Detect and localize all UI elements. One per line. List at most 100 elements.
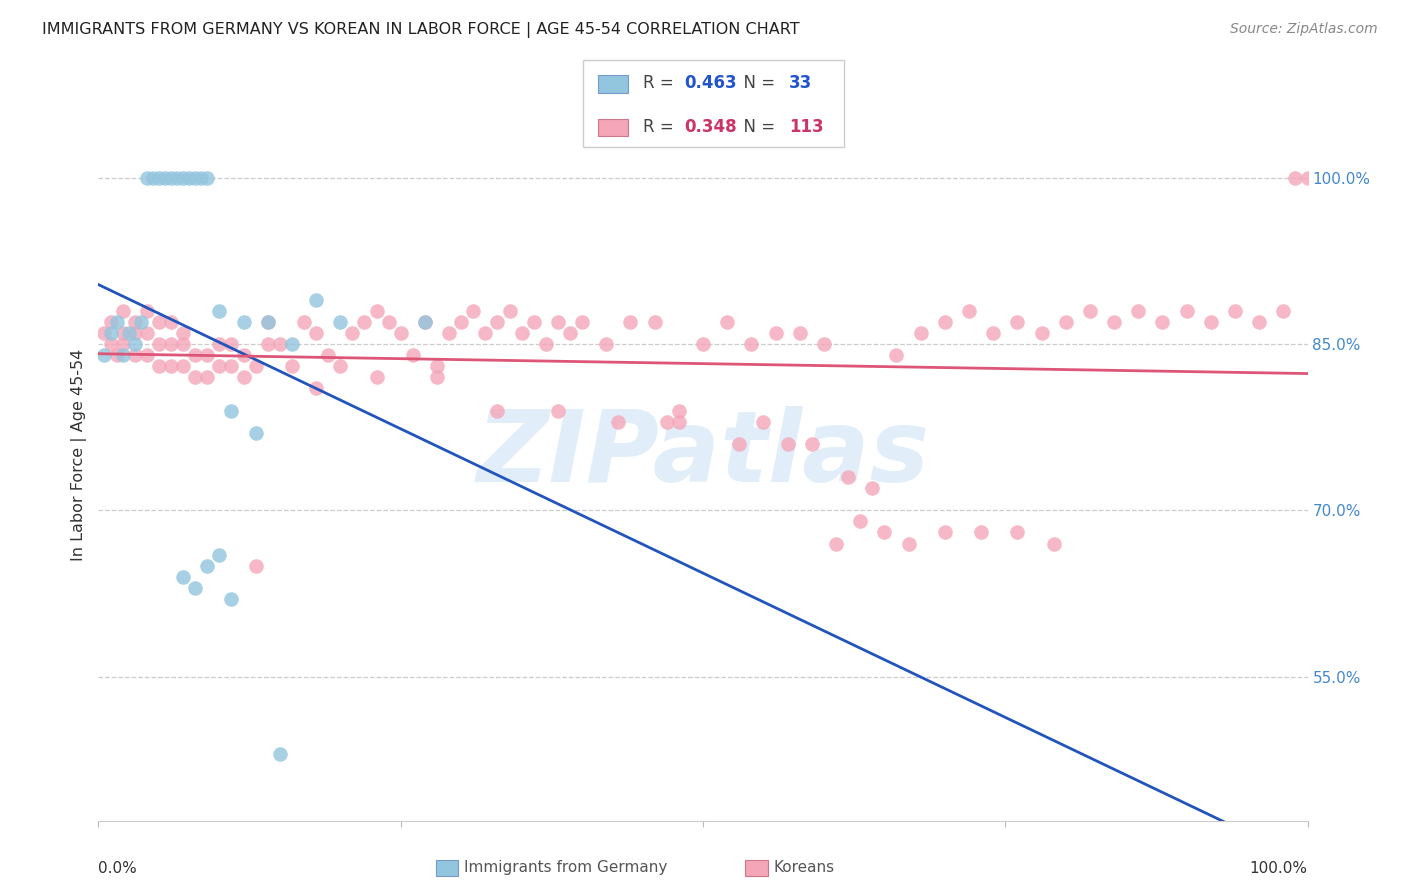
Point bbox=[256, 315, 278, 329]
Point bbox=[800, 437, 823, 451]
Point bbox=[208, 303, 231, 318]
Point bbox=[486, 403, 509, 417]
Point bbox=[195, 348, 218, 362]
Point bbox=[316, 348, 339, 362]
Point bbox=[329, 315, 352, 329]
Point bbox=[934, 525, 956, 540]
Point bbox=[981, 326, 1004, 340]
Point bbox=[305, 381, 328, 395]
Point bbox=[825, 536, 848, 550]
Point bbox=[221, 359, 243, 374]
Point bbox=[740, 337, 762, 351]
Point bbox=[111, 337, 134, 351]
Point bbox=[486, 315, 509, 329]
Point bbox=[498, 303, 520, 318]
Point bbox=[118, 326, 141, 340]
Text: Immigrants from Germany: Immigrants from Germany bbox=[464, 860, 668, 874]
Point bbox=[148, 170, 170, 185]
Text: R =: R = bbox=[643, 74, 679, 92]
Point bbox=[256, 337, 278, 351]
Point bbox=[135, 326, 157, 340]
Point bbox=[172, 359, 194, 374]
Point bbox=[305, 326, 328, 340]
Point bbox=[366, 370, 388, 384]
Point bbox=[1102, 315, 1125, 329]
Point bbox=[1223, 303, 1246, 318]
Point bbox=[160, 170, 183, 185]
Point bbox=[292, 315, 315, 329]
Point bbox=[607, 415, 630, 429]
Point bbox=[1199, 315, 1222, 329]
Point bbox=[245, 558, 267, 573]
Point bbox=[135, 348, 157, 362]
Point bbox=[547, 403, 569, 417]
Point bbox=[1249, 315, 1271, 329]
Point bbox=[172, 337, 194, 351]
Text: N =: N = bbox=[733, 74, 780, 92]
Point bbox=[221, 592, 243, 607]
Point bbox=[1007, 525, 1029, 540]
Point bbox=[547, 315, 569, 329]
Point bbox=[692, 337, 714, 351]
Point bbox=[1128, 303, 1150, 318]
Point bbox=[184, 348, 207, 362]
Point bbox=[135, 303, 157, 318]
Point bbox=[571, 315, 593, 329]
Text: N =: N = bbox=[733, 118, 780, 136]
Point bbox=[595, 337, 617, 351]
Text: 33: 33 bbox=[789, 74, 813, 92]
Point bbox=[208, 337, 231, 351]
Point bbox=[1175, 303, 1198, 318]
Point bbox=[190, 170, 212, 185]
Point bbox=[534, 337, 557, 351]
Point bbox=[1152, 315, 1174, 329]
Point bbox=[413, 315, 436, 329]
Point bbox=[148, 337, 170, 351]
Point bbox=[135, 170, 157, 185]
Point bbox=[402, 348, 425, 362]
Point bbox=[221, 403, 243, 417]
Point bbox=[510, 326, 533, 340]
Point bbox=[1054, 315, 1077, 329]
Point bbox=[111, 326, 134, 340]
Point bbox=[897, 536, 920, 550]
Point bbox=[166, 170, 188, 185]
Point bbox=[474, 326, 496, 340]
Point bbox=[450, 315, 472, 329]
Point bbox=[184, 370, 207, 384]
Point bbox=[160, 337, 183, 351]
Text: IMMIGRANTS FROM GERMANY VS KOREAN IN LABOR FORCE | AGE 45-54 CORRELATION CHART: IMMIGRANTS FROM GERMANY VS KOREAN IN LAB… bbox=[42, 22, 800, 38]
Point bbox=[1078, 303, 1101, 318]
Point bbox=[558, 326, 581, 340]
Point bbox=[910, 326, 932, 340]
Point bbox=[886, 348, 908, 362]
Y-axis label: In Labor Force | Age 45-54: In Labor Force | Age 45-54 bbox=[72, 349, 87, 561]
Point bbox=[789, 326, 811, 340]
Point bbox=[172, 570, 194, 584]
Point bbox=[619, 315, 641, 329]
Point bbox=[153, 170, 176, 185]
Point bbox=[305, 293, 328, 307]
Point bbox=[1296, 170, 1319, 185]
Point bbox=[148, 315, 170, 329]
Point bbox=[256, 315, 278, 329]
Point bbox=[813, 337, 835, 351]
Point bbox=[668, 415, 690, 429]
Point bbox=[232, 315, 254, 329]
Point bbox=[105, 315, 128, 329]
Point bbox=[765, 326, 787, 340]
Point bbox=[124, 348, 146, 362]
Point bbox=[1042, 536, 1064, 550]
Point bbox=[860, 481, 883, 495]
Point bbox=[111, 303, 134, 318]
Point bbox=[970, 525, 993, 540]
Point bbox=[463, 303, 485, 318]
Point bbox=[752, 415, 775, 429]
Point bbox=[221, 337, 243, 351]
Point bbox=[849, 515, 872, 529]
Point bbox=[232, 370, 254, 384]
Point bbox=[269, 747, 291, 761]
Point bbox=[93, 326, 115, 340]
Point bbox=[523, 315, 546, 329]
Point bbox=[100, 326, 122, 340]
